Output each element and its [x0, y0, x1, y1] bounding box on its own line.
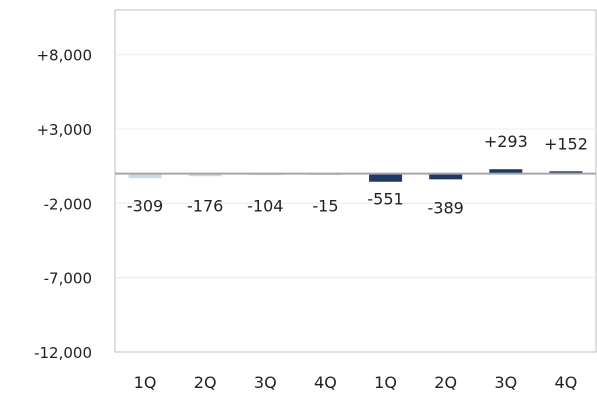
x-axis-ticks: 1Q 2Q 3Q 4Q 1Q 2Q 3Q 4Q — [134, 373, 578, 392]
data-label: -15 — [312, 197, 338, 216]
data-labels: -309 -176 -104 -15 -551 -389 +293 +152 — [127, 132, 588, 217]
bar — [429, 173, 463, 180]
y-tick-label: +8,000 — [36, 47, 92, 65]
y-tick-label: -7,000 — [44, 270, 92, 288]
bar — [549, 171, 583, 174]
x-tick-label: 4Q — [555, 373, 578, 392]
data-label: -309 — [127, 197, 163, 216]
y-tick-label: -12,000 — [34, 344, 92, 362]
bar — [489, 169, 523, 174]
plot-frame — [114, 9, 597, 353]
x-tick-label: 3Q — [494, 373, 517, 392]
bar — [188, 173, 222, 177]
x-tick-label: 2Q — [194, 373, 217, 392]
bar — [128, 173, 162, 179]
data-label: -389 — [428, 199, 464, 218]
bars — [128, 169, 583, 182]
x-tick-label: 2Q — [434, 373, 457, 392]
data-label: -176 — [187, 197, 223, 216]
x-tick-label: 3Q — [254, 373, 277, 392]
data-label: +152 — [544, 134, 588, 153]
data-label: -104 — [247, 197, 283, 216]
y-tick-label: -2,000 — [44, 195, 92, 213]
data-label: -551 — [367, 190, 403, 209]
x-tick-label: 1Q — [134, 373, 157, 392]
x-tick-label: 4Q — [314, 373, 337, 392]
y-axis-ticks: -12,000 -7,000 -2,000 +3,000 +8,000 — [34, 47, 92, 362]
gridlines — [115, 54, 596, 279]
data-label: +293 — [484, 132, 528, 151]
bar — [369, 173, 403, 182]
x-tick-label: 1Q — [374, 373, 397, 392]
y-tick-label: +3,000 — [36, 121, 92, 139]
